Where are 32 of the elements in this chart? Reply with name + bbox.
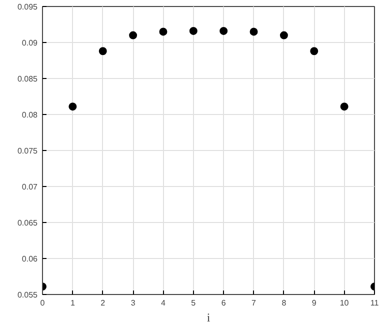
point (129, 31, 138, 40)
x-tick-label: 6 (221, 298, 226, 308)
y-tick-label: 0.085 (17, 74, 38, 84)
y-tick-label: 0.065 (17, 218, 38, 228)
y-tick-label: 0.055 (17, 290, 38, 300)
x-tick-label: 10 (340, 298, 350, 308)
y-tick-label: 0.095 (17, 2, 38, 12)
x-tick-label: 8 (282, 298, 287, 308)
x-tick-label: 2 (100, 298, 106, 308)
x-tick-label: 5 (191, 298, 196, 308)
y-tick-label: 0.09 (22, 38, 38, 48)
point (280, 31, 288, 40)
x-tick-label: 0 (40, 298, 46, 308)
y-tick-label: 0.07 (22, 182, 38, 192)
point (98, 47, 107, 56)
y-tick-label: 0.06 (22, 254, 38, 264)
x-tick-label: 3 (130, 298, 136, 308)
x-tick-label: 4 (161, 298, 166, 308)
point (159, 28, 168, 36)
x-axis-title: i (206, 310, 211, 324)
point (250, 28, 258, 36)
y-tick-label: 0.08 (22, 110, 38, 120)
point (189, 26, 198, 35)
x-tick-label: 1 (70, 298, 76, 308)
x-tick-label: 7 (252, 298, 257, 308)
point (220, 26, 228, 35)
point (68, 102, 77, 111)
x-tick-label: 9 (312, 298, 317, 308)
point (310, 47, 318, 56)
y-tick-label: 0.075 (17, 146, 38, 156)
point (340, 102, 348, 111)
x-tick-label: 11 (370, 298, 380, 308)
